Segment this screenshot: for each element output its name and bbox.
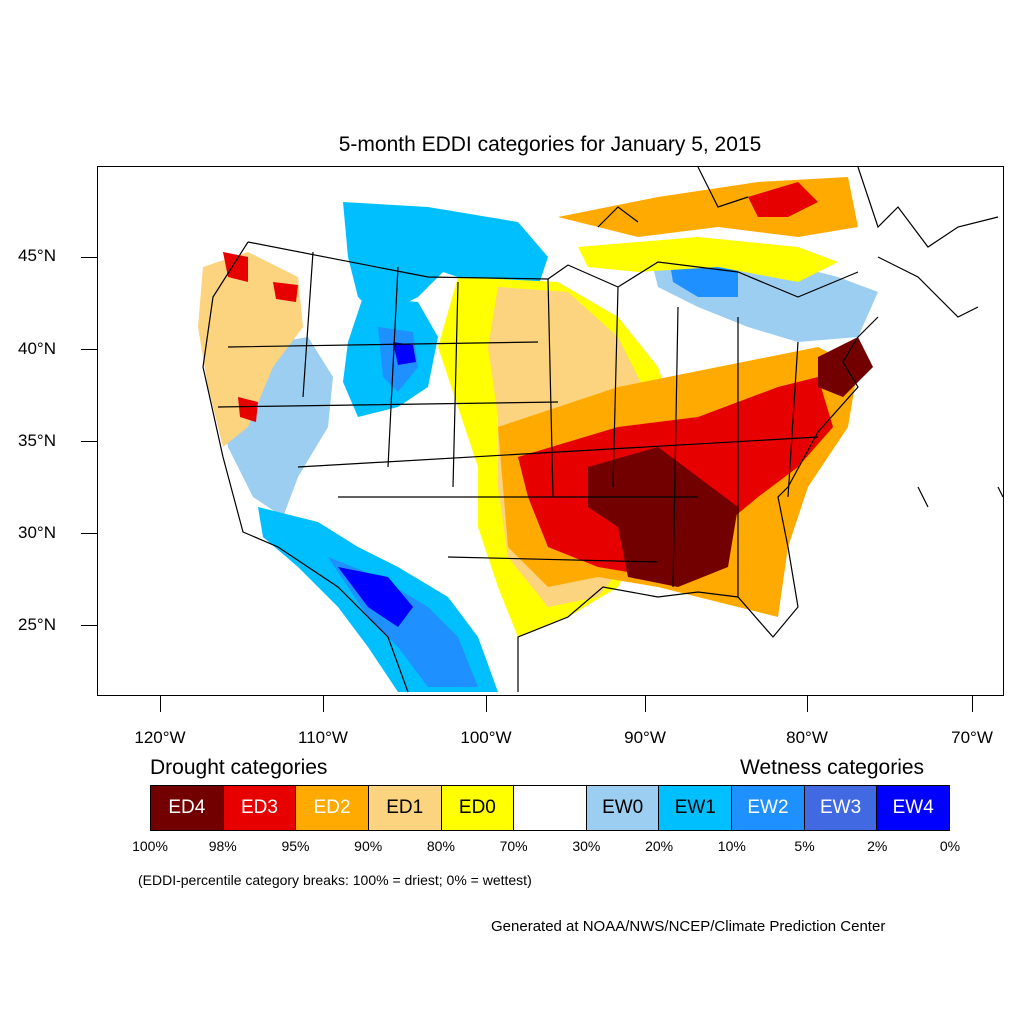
lat-tick bbox=[81, 257, 97, 258]
lat-tick bbox=[81, 349, 97, 350]
legend-note: (EDDI-percentile category breaks: 100% =… bbox=[138, 872, 532, 888]
lon-label-80: 80°W bbox=[786, 728, 828, 747]
credit-line: Generated at NOAA/NWS/NCEP/Climate Predi… bbox=[491, 918, 886, 935]
region-ed3-california bbox=[238, 397, 258, 422]
legend-cell: EW0 bbox=[586, 786, 660, 830]
eddi-map bbox=[97, 166, 1004, 696]
lat-tick bbox=[81, 533, 97, 534]
legend-cell: EW4 bbox=[877, 786, 950, 830]
percentile-break-label: 90% bbox=[354, 838, 383, 854]
lon-tick bbox=[160, 696, 161, 712]
lon-tick bbox=[972, 696, 973, 712]
map-canvas bbox=[198, 167, 1003, 693]
lat-label-25: 25°N bbox=[18, 615, 56, 634]
region-ed3-idaho bbox=[273, 282, 298, 302]
lon-tick bbox=[807, 696, 808, 712]
region-ew4-spot bbox=[393, 342, 416, 365]
percentile-break-label: 20% bbox=[645, 838, 674, 854]
boundary-lines bbox=[202, 241, 879, 693]
legend-cell: EW1 bbox=[659, 786, 733, 830]
lon-tick bbox=[645, 696, 646, 712]
percentile-break-label: 0% bbox=[939, 838, 961, 854]
lat-label-30: 30°N bbox=[18, 523, 56, 542]
coastline-canada bbox=[597, 167, 1003, 508]
legend-cell: ED2 bbox=[296, 786, 369, 830]
region-ew1-northwest bbox=[343, 202, 548, 317]
region-ed3-northwest bbox=[223, 252, 248, 282]
lat-tick bbox=[81, 441, 97, 442]
lat-label-40: 40°N bbox=[18, 339, 56, 358]
wetness-heading: Wetness categories bbox=[740, 756, 925, 779]
lat-tick bbox=[81, 625, 97, 626]
legend-cell: ED1 bbox=[368, 786, 442, 830]
legend-colorbar: ED4 ED3 ED2 ED1 ED0 EW0 EW1 EW2 EW3 EW4 bbox=[150, 785, 950, 831]
percentile-break-label: 95% bbox=[281, 838, 310, 854]
lon-label-90: 90°W bbox=[624, 728, 666, 747]
lon-tick bbox=[486, 696, 487, 712]
legend-cell bbox=[514, 786, 587, 830]
percentile-break-label: 100% bbox=[132, 838, 168, 854]
region-ed3-canada bbox=[748, 182, 818, 217]
lon-label-120: 120°W bbox=[134, 728, 186, 747]
region-ed1-westcoast bbox=[198, 252, 303, 447]
percentile-break-label: 2% bbox=[867, 838, 888, 854]
legend-cell: ED4 bbox=[151, 786, 224, 830]
lon-label-110: 110°W bbox=[298, 728, 348, 747]
lon-tick bbox=[323, 696, 324, 712]
legend-cell: ED0 bbox=[441, 786, 515, 830]
percentile-break-label: 30% bbox=[572, 838, 601, 854]
region-ew4-southwest bbox=[338, 567, 413, 627]
region-ed4-south bbox=[588, 447, 738, 587]
percentile-break-label: 80% bbox=[426, 838, 455, 854]
drought-heading: Drought categories bbox=[150, 756, 328, 779]
lat-label-35: 35°N bbox=[18, 431, 56, 450]
lon-label-100: 100°W bbox=[460, 728, 512, 747]
map-title: 5-month EDDI categories for January 5, 2… bbox=[338, 133, 762, 156]
legend-cell: EW3 bbox=[804, 786, 878, 830]
percentile-break-label: 70% bbox=[499, 838, 528, 854]
percentile-break-label: 5% bbox=[794, 838, 815, 854]
legend-cell: ED3 bbox=[223, 786, 297, 830]
legend-cell: EW2 bbox=[732, 786, 805, 830]
percentile-break-label: 98% bbox=[208, 838, 237, 854]
lat-label-45: 45°N bbox=[18, 246, 56, 265]
percentile-break-label: 10% bbox=[717, 838, 746, 854]
lon-label-70: 70°W bbox=[951, 728, 993, 747]
